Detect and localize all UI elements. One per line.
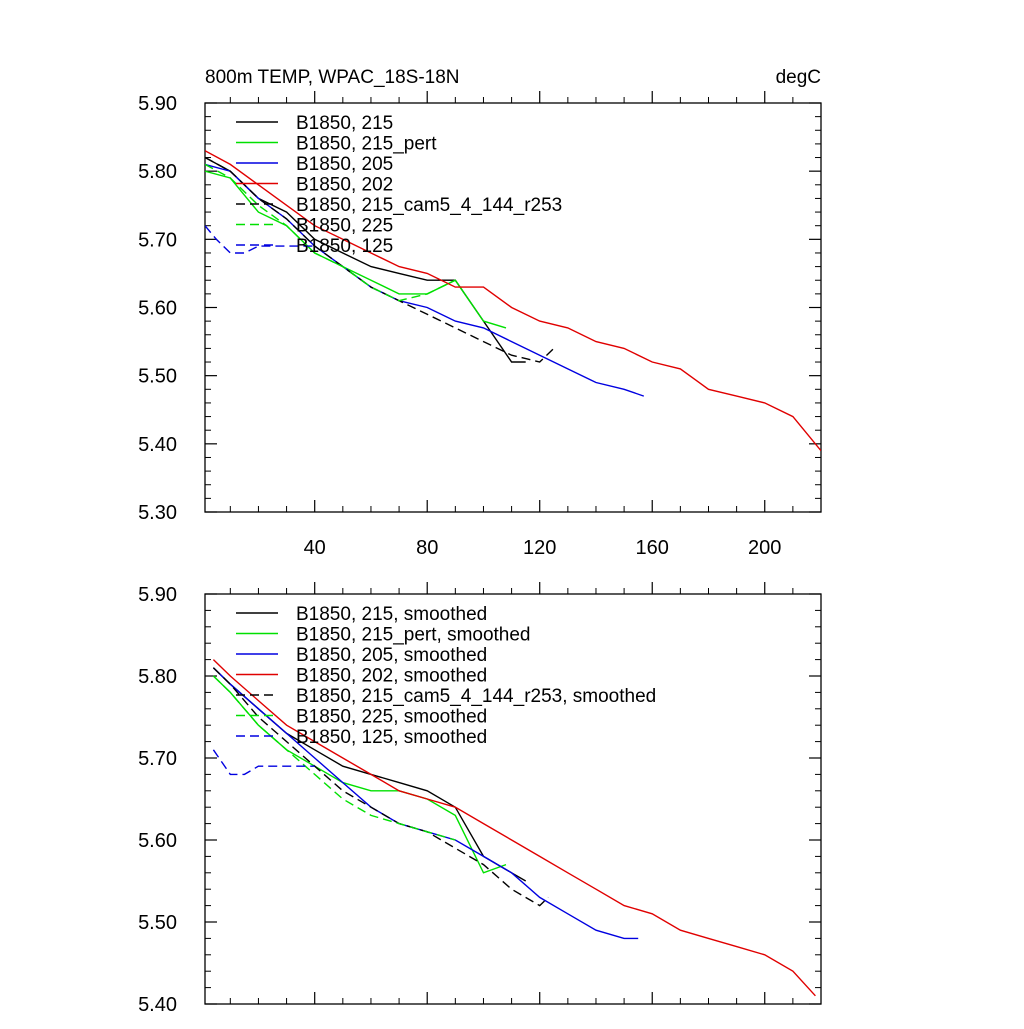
y-tick-label: 5.70: [138, 229, 177, 251]
x-tick-label: 120: [523, 537, 556, 559]
series-line-4: [205, 150, 821, 452]
y-tick-label: 5.90: [138, 93, 177, 115]
legend-label: B1850, 202, smoothed: [296, 666, 487, 687]
plot-frame: [204, 593, 822, 1005]
y-tick-label: 5.60: [138, 298, 177, 320]
y-tick-label: 5.50: [138, 912, 177, 934]
top-chart-units: degC: [776, 67, 821, 88]
series-line-7: [205, 225, 315, 254]
top-panel: 5.30 5.40 5.50 5.60 5.70 5.80 5.90 40 80 120 160 20…: [138, 91, 822, 559]
legend-label: B1850, 202: [296, 175, 393, 196]
series-line-6: [212, 675, 456, 841]
y-tick-label: 5.30: [138, 502, 177, 524]
y-tick-label: 5.40: [138, 994, 177, 1016]
legend-label: B1850, 205, smoothed: [296, 645, 487, 666]
legend-label: B1850, 225, smoothed: [296, 707, 487, 728]
legend-label: B1850, 215_cam5_4_144_r253: [296, 195, 562, 216]
y-tick-label: 5.80: [138, 666, 177, 688]
x-tick-label: 160: [636, 537, 669, 559]
series-line-5: [212, 667, 549, 907]
y-tick-label: 5.40: [138, 434, 177, 456]
x-tick-label: 200: [748, 537, 781, 559]
y-tick-label: 5.50: [138, 366, 177, 388]
y-tick-label: 5.80: [138, 161, 177, 183]
legend-label: B1850, 215, smoothed: [296, 604, 487, 625]
y-tick-label: 5.90: [138, 584, 177, 606]
series-line-5: [205, 156, 555, 363]
x-tick-label: 40: [304, 537, 326, 559]
legend-label: B1850, 125: [296, 236, 393, 257]
legend-label: B1850, 215: [296, 113, 393, 134]
legend-label: B1850, 215_pert, smoothed: [296, 625, 531, 646]
legend-label: B1850, 215_pert: [296, 134, 437, 155]
series-line-4: [212, 659, 816, 997]
y-tick-label: 5.70: [138, 748, 177, 770]
series-line-6: [205, 163, 456, 302]
x-tick-label: 80: [416, 537, 438, 559]
y-tick-label: 5.60: [138, 830, 177, 852]
legend-label: B1850, 215_cam5_4_144_r253, smoothed: [296, 686, 656, 707]
bottom-panel: 5.40 5.50 5.60 5.70 5.80 5.90 B1850, 215, smoo…: [138, 582, 822, 1016]
legend-label: B1850, 225: [296, 216, 393, 237]
legend-label: B1850, 125, smoothed: [296, 727, 487, 748]
series-line-7: [212, 749, 315, 776]
top-chart-title: 800m TEMP, WPAC_18S-18N: [205, 67, 460, 88]
legend-label: B1850, 205: [296, 154, 393, 175]
